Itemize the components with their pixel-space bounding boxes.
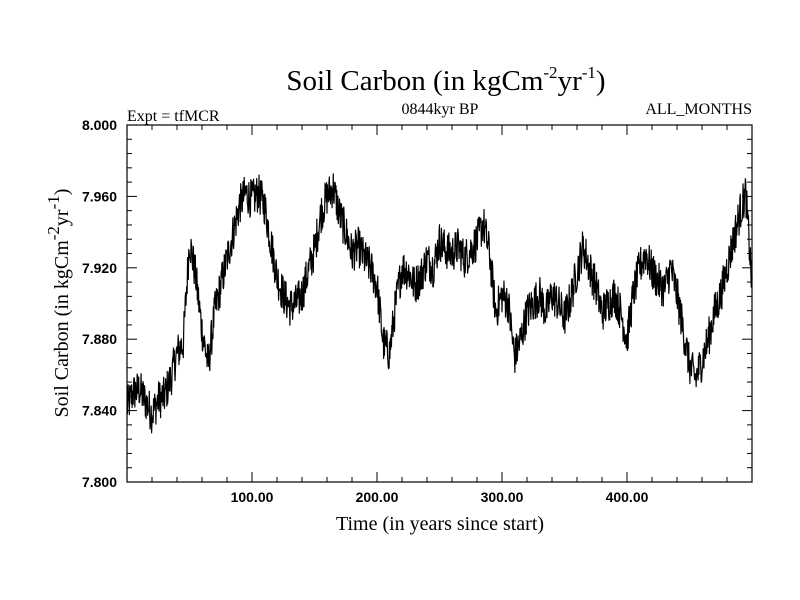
months-label: ALL_MONTHS [645,101,752,118]
x-tick-label: 100.00 [231,489,274,505]
axis-ticks: 100.00 200.00 300.00 400.00 7.800 7.840 7.880 7… [82,117,753,505]
y-tick-label: 7.800 [82,474,117,490]
chart-title-main: Soil Carbon (in kgCm [286,65,543,97]
y-axis-label-end: ) [51,189,73,196]
y-tick-label: 7.920 [82,260,117,276]
y-axis-label: Soil Carbon (in kgCm-2yr-1) [44,189,73,418]
plot-frame [126,124,753,483]
y-axis-label-exp1: -2 [44,226,63,240]
y-axis-label-exp2: -1 [44,195,63,209]
y-tick-label: 7.880 [82,331,117,347]
y-tick-label: 7.840 [82,403,117,419]
chart-title-exp2: -1 [582,63,596,82]
y-tick-label: 7.960 [82,188,117,204]
data-series-line-0 [126,173,753,434]
y-axis-label-mid: yr [51,209,73,226]
x-axis-label: Time (in years since start) [336,513,544,535]
y-axis-label-main: Soil Carbon (in kgCm [51,240,73,418]
chart-title-mid: yr [558,65,583,97]
chart-title: Soil Carbon (in kgCm-2yr-1) [286,63,605,97]
plot-area [126,173,753,434]
x-tick-label: 200.00 [356,489,399,505]
time-label: 0844kyr BP [402,101,479,118]
chart-title-exp1: -2 [543,63,557,82]
y-tick-label: 8.000 [82,117,117,133]
x-tick-label: 300.00 [481,489,524,505]
chart-title-end: ) [596,65,606,97]
expt-label: Expt = tfMCR [127,108,220,125]
x-tick-label: 400.00 [606,489,649,505]
